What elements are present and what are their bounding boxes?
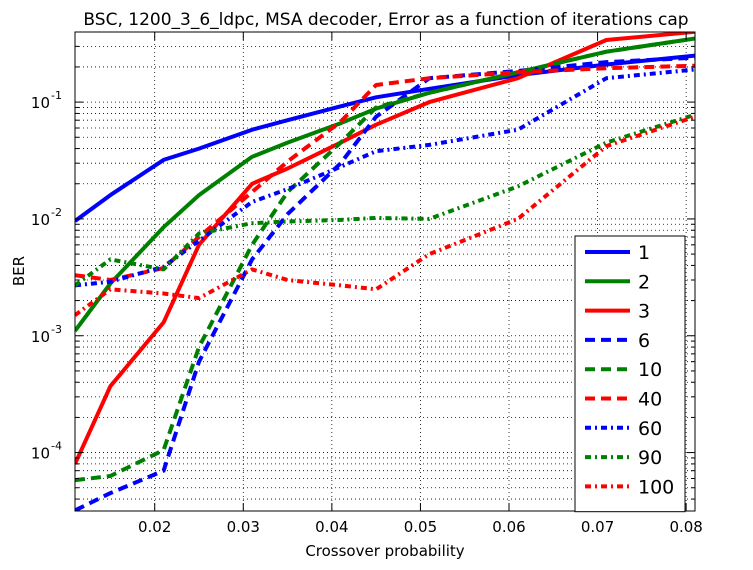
y-tick-label: 10 -3 xyxy=(31,323,62,346)
y-tick-label: 10 -2 xyxy=(31,206,62,229)
legend-label-10: 10 xyxy=(638,359,662,381)
series-line-1 xyxy=(75,53,695,223)
legend-label-60: 60 xyxy=(638,418,662,440)
y-tick-label: 10 -4 xyxy=(31,440,62,463)
series-line-10 xyxy=(75,36,695,483)
legend-label-90: 90 xyxy=(638,447,662,469)
x-tick-label: 0.07 xyxy=(581,518,614,536)
series-line-2 xyxy=(75,36,695,333)
x-tick-label: 0.03 xyxy=(227,518,260,536)
legend: 1 2 3 6 10 40 60 90 100 xyxy=(574,235,686,513)
y-axis-label: BER xyxy=(10,256,28,286)
x-tick-label: 0.08 xyxy=(669,518,702,536)
axis-ticks xyxy=(75,32,695,511)
y-tick-mantissa: 10 xyxy=(31,328,50,346)
legend-label-1: 1 xyxy=(638,242,650,264)
plot-frame xyxy=(74,31,696,512)
y-tick-label: 10 -1 xyxy=(31,89,62,112)
y-tick-exponent: -3 xyxy=(51,323,62,336)
x-tick-label: 0.04 xyxy=(315,518,348,536)
series-line-100 xyxy=(75,114,695,317)
x-tick-label: 0.06 xyxy=(492,518,525,536)
x-tick-labels: 0.02 0.03 0.04 0.05 0.06 0.07 0.08 xyxy=(138,518,703,536)
y-tick-mantissa: 10 xyxy=(31,445,50,463)
legend-label-40: 40 xyxy=(638,389,662,411)
y-tick-mantissa: 10 xyxy=(31,94,50,112)
series-line-60 xyxy=(75,67,695,288)
series-lines xyxy=(75,32,695,511)
legend-label-100: 100 xyxy=(638,476,674,498)
x-tick-label: 0.05 xyxy=(404,518,437,536)
legend-label-6: 6 xyxy=(638,330,650,352)
y-tick-labels: 10-410-310-210-1 xyxy=(31,89,62,462)
legend-label-2: 2 xyxy=(638,271,650,293)
y-tick-mantissa: 10 xyxy=(31,211,50,229)
y-tick-exponent: -1 xyxy=(51,89,62,102)
legend-box xyxy=(574,235,686,513)
x-tick-label: 0.02 xyxy=(138,518,171,536)
chart-title: BSC, 1200_3_6_ldpc, MSA decoder, Error a… xyxy=(83,10,688,30)
y-tick-exponent: -4 xyxy=(51,440,62,453)
x-axis-label: Crossover probability xyxy=(305,542,464,560)
legend-label-3: 3 xyxy=(638,301,650,323)
y-tick-exponent: -2 xyxy=(51,206,62,219)
series-line-90 xyxy=(75,112,695,288)
series-line-6 xyxy=(75,55,695,511)
